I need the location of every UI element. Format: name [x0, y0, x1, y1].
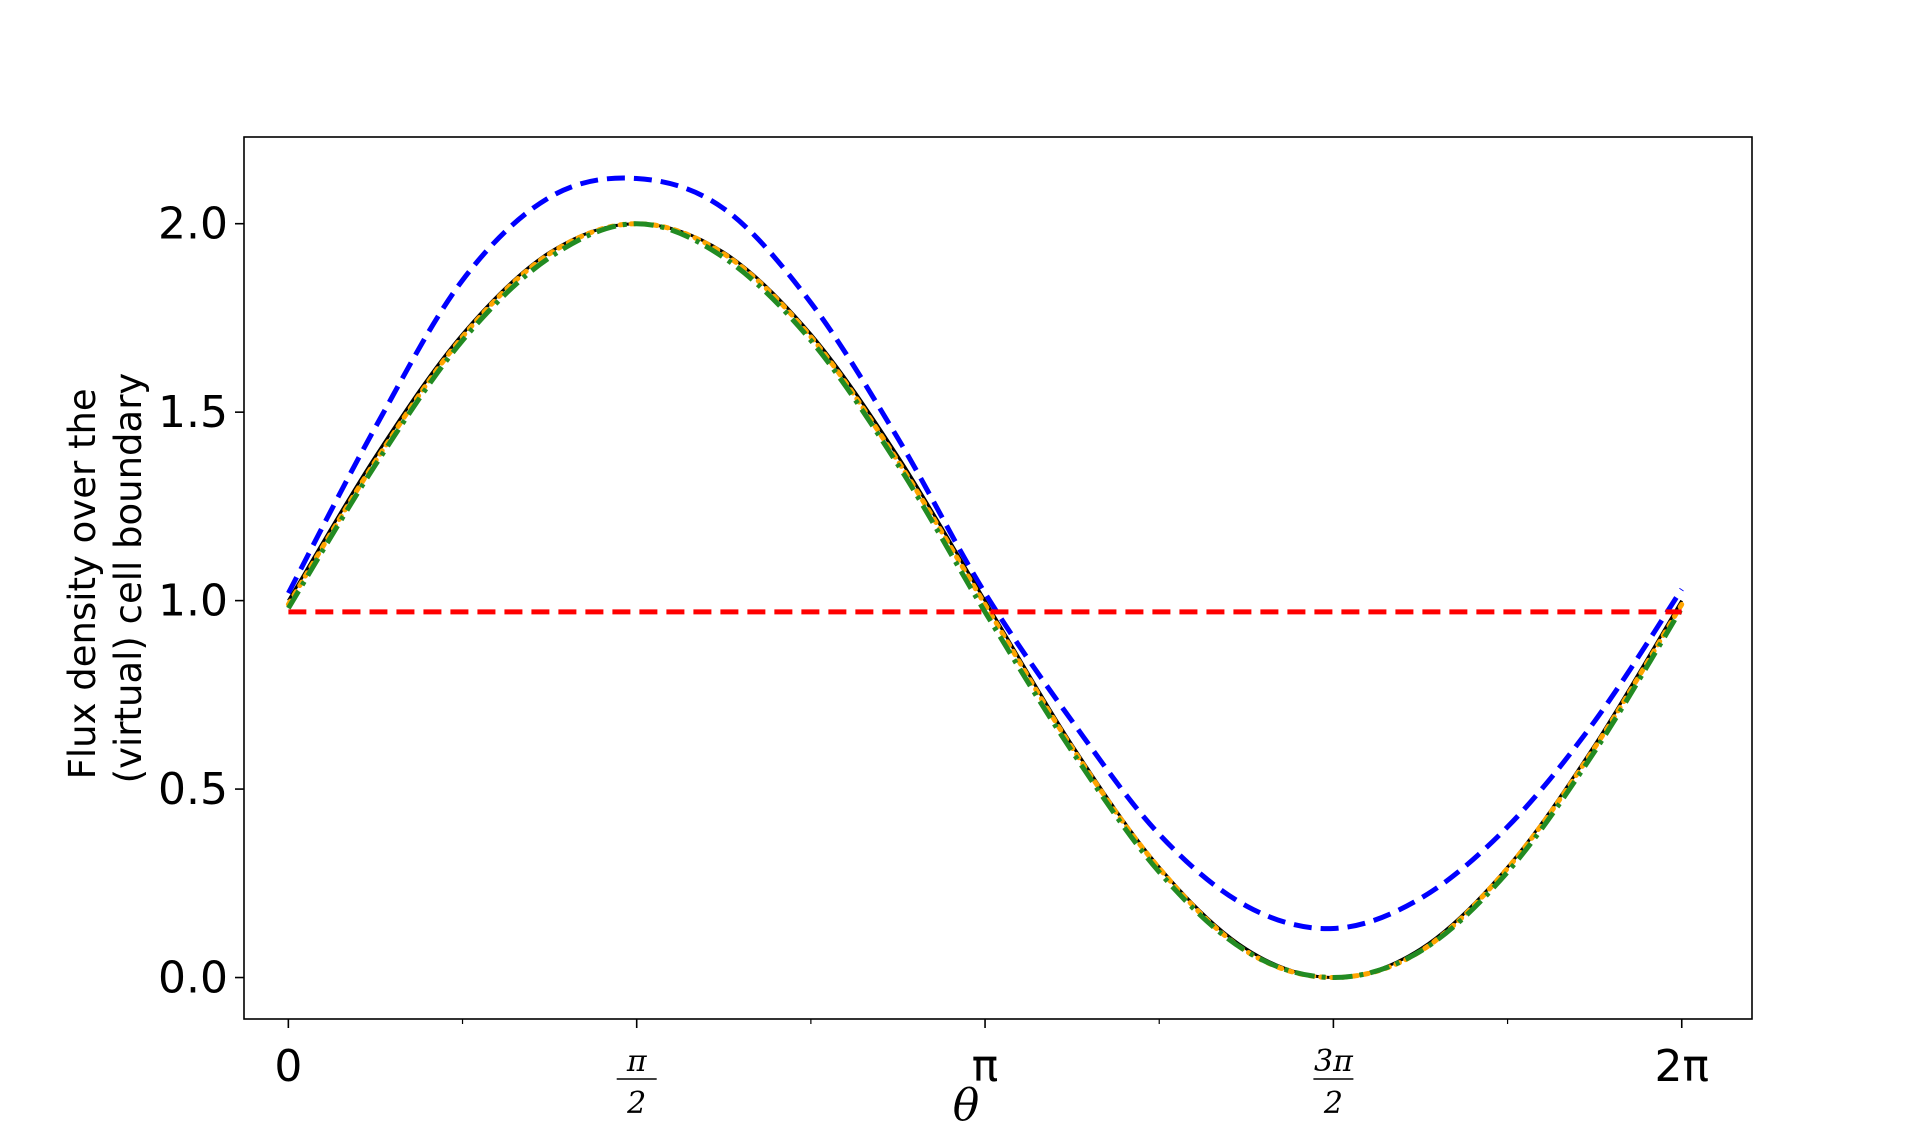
- x-tick-label: π: [972, 1041, 999, 1092]
- x-tick-label: 0: [274, 1041, 302, 1092]
- x-axis-label: θ: [953, 1080, 980, 1129]
- x-tick-fraction-label: 3π2: [1313, 1044, 1354, 1121]
- x-tick-fraction-label: π2: [616, 1044, 657, 1121]
- series-line-4: [286, 221, 1684, 981]
- x-tick-numerator: 3π: [1314, 1044, 1354, 1079]
- x-tick-denominator: 2: [626, 1086, 646, 1121]
- series-line-3: [285, 221, 1685, 981]
- plot-area-frame: [243, 136, 1753, 1020]
- series-line-1: [286, 175, 1684, 932]
- x-tick-label: 2π: [1655, 1041, 1709, 1092]
- y-tick-label: 1.0: [158, 576, 228, 627]
- y-tick-label: 1.5: [158, 387, 228, 438]
- y-axis-label: Flux density over the (virtual) cell bou…: [61, 373, 150, 784]
- y-tick-label: 0.5: [158, 764, 228, 815]
- series-layer: [285, 175, 1685, 981]
- x-tick-denominator: 2: [1323, 1086, 1343, 1121]
- x-tick-numerator: π: [626, 1044, 648, 1079]
- y-tick-label: 2.0: [158, 199, 228, 250]
- y-tick-label: 0.0: [158, 953, 228, 1004]
